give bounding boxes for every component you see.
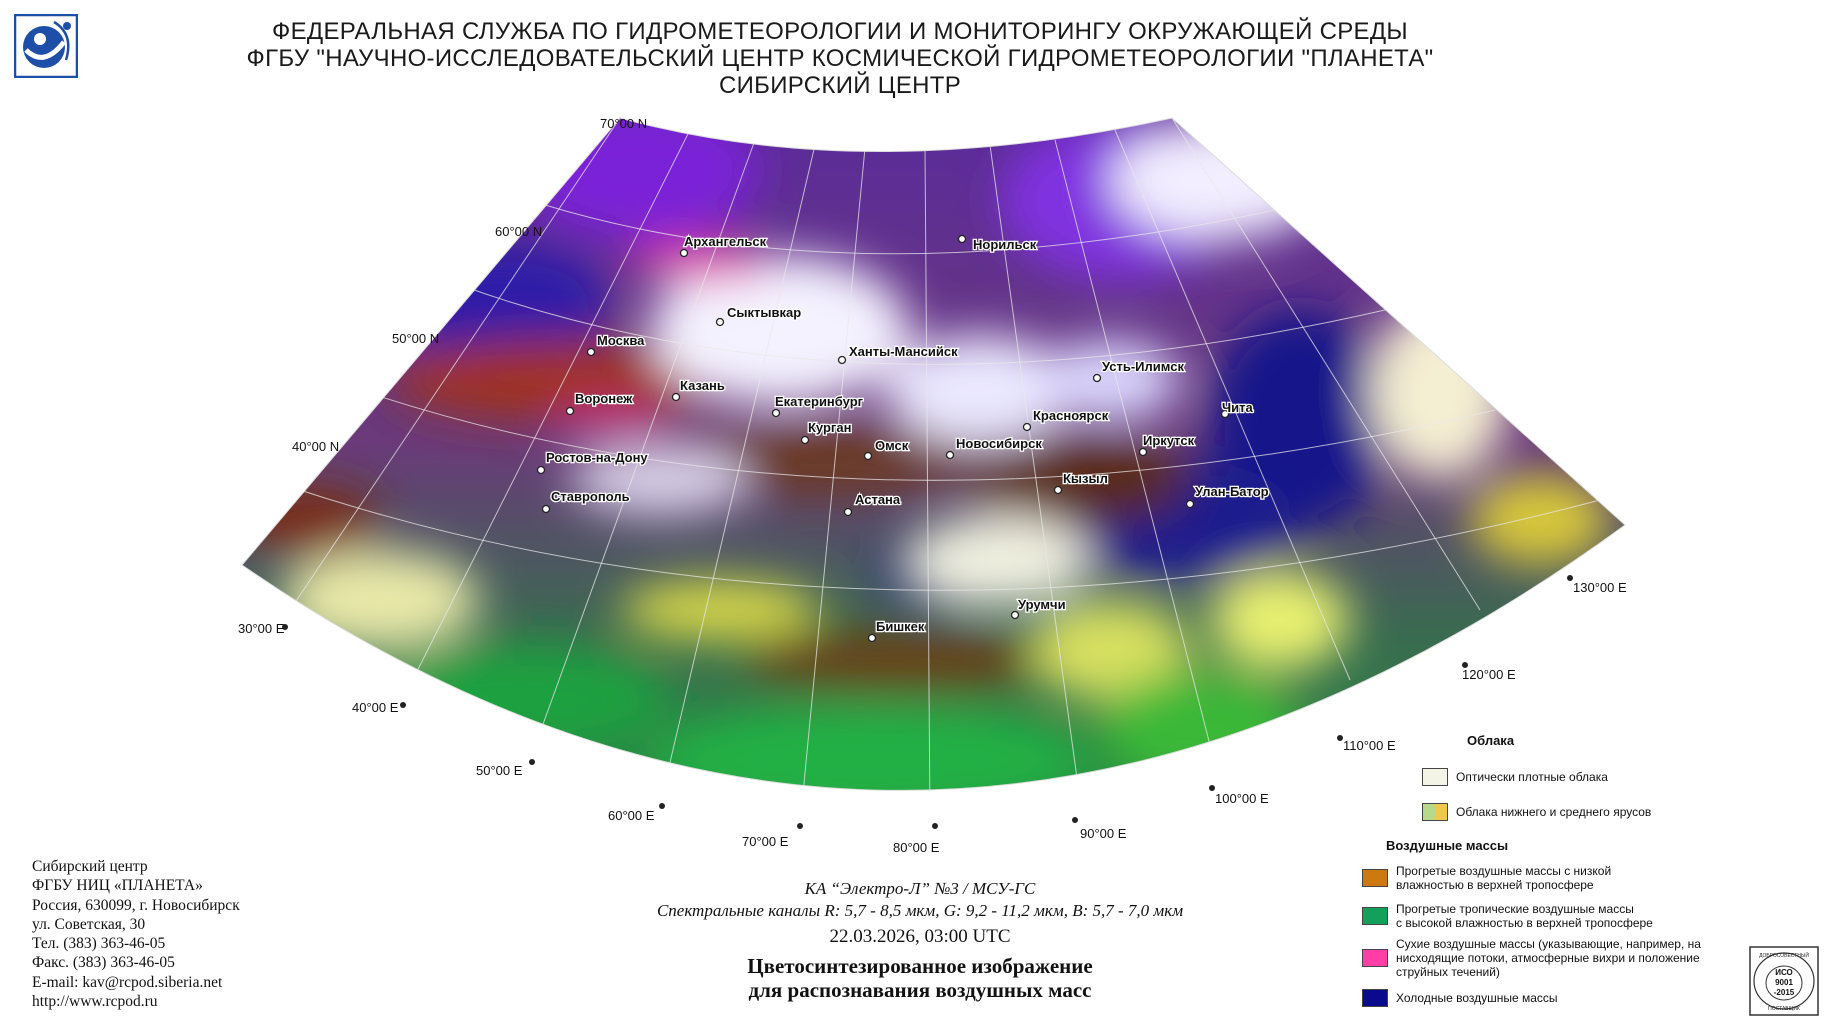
city-voronezh: Воронеж	[575, 391, 633, 406]
legend-label-tropical-1: Прогретые тропичеcкие воздушные массы	[1396, 902, 1634, 916]
swatch-dense-clouds	[1422, 768, 1448, 786]
city-syktyvkar: Сыктывкар	[727, 305, 801, 320]
lon-label-50: 50°00 E	[476, 763, 523, 778]
swatch-warm-dry	[1362, 869, 1388, 887]
header-institute: ФГБУ "НАУЧНО-ИССЛЕДОВАТЕЛЬСКИЙ ЦЕНТР КОС…	[246, 45, 1434, 72]
legend-label-tropical-2: с высокой влажностью в верхней тропосфер…	[1396, 916, 1653, 930]
lat-label-40: 40°00 N	[292, 439, 339, 454]
legend-label-dense-clouds: Оптически плотные облака	[1456, 770, 1608, 784]
iso-bottom: ПОСТАВЩИК	[1768, 1006, 1800, 1012]
lon-label-90: 90°00 E	[1080, 826, 1127, 841]
lon-label-60: 60°00 E	[608, 808, 655, 823]
planeta-logo-icon	[14, 14, 78, 78]
lat-label-70: 70°00 N	[600, 116, 647, 131]
page-header: ФЕДЕРАЛЬНАЯ СЛУЖБА ПО ГИДРОМЕТЕОРОЛОГИИ …	[160, 18, 1520, 99]
contact-info: Сибирский центр ФГБУ НИЦ «ПЛАНЕТА» Росси…	[32, 857, 240, 1011]
swatch-cold	[1362, 989, 1388, 1007]
contact-center: Сибирский центр	[32, 858, 148, 875]
city-moskva: Москва	[597, 333, 645, 348]
satellite-name: КА “Электро-Л” №3 / МСУ-ГС	[804, 879, 1036, 898]
contact-city: Россия, 630099, г. Новосибирск	[32, 896, 240, 914]
city-stavropol: Ставрополь	[551, 489, 630, 504]
legend-label-dry-3: струйных течений)	[1396, 965, 1500, 979]
lon-label-40: 40°00 E	[352, 700, 399, 715]
lat-label-60: 60°00 N	[495, 224, 542, 239]
legend-label-warm-dry-1: Прогретые воздушные массы с низкой	[1396, 864, 1612, 878]
swatch-tropical	[1362, 907, 1388, 925]
city-ekaterinburg: Екатеринбург	[775, 394, 864, 409]
city-ulan-bator: Улан-Батор	[1195, 484, 1269, 499]
iso-9001-badge-icon: ДОБРОСОВЕСТНЫЙ ИСО 9001 -2015 ПОСТАВЩИК	[1749, 946, 1819, 1016]
lon-label-30: 30°00 E	[238, 621, 285, 636]
iso-line3: -2015	[1774, 988, 1795, 997]
lon-label-120: 120°00 E	[1462, 667, 1516, 682]
contact-email[interactable]: E-mail: kav@rcpod.siberia.net	[32, 973, 223, 991]
city-kazan: Казань	[680, 378, 725, 393]
legend-label-low-mid-clouds: Облака нижнего и среднего ярусов	[1456, 805, 1652, 819]
legend-label-dry-1: Сухие воздушные массы (указывающие, напр…	[1396, 937, 1701, 951]
map-frame	[241, 117, 1626, 791]
city-astana: Астана	[855, 492, 901, 507]
contact-website[interactable]: http://www.rcpod.ru	[32, 993, 158, 1011]
city-chita: Чита	[1222, 400, 1253, 415]
city-khanty-mansiysk: Ханты-Мансийск	[849, 344, 958, 359]
contact-org: ФГБУ НИЦ «ПЛАНЕТА»	[32, 877, 203, 895]
city-urumchi: Урумчи	[1018, 597, 1066, 612]
legend-airmasses-heading: Воздушные массы	[1386, 838, 1509, 853]
image-title-line2: для распознавания воздушных масс	[748, 978, 1092, 1002]
city-omsk: Омск	[875, 438, 909, 453]
city-bishkek: Бишкек	[876, 619, 925, 634]
legend-label-warm-dry-2: влажностью в верхней тропосфере	[1396, 878, 1594, 892]
contact-fax: Факс. (383) 363-46-05	[32, 954, 175, 972]
lon-markers	[282, 575, 1573, 829]
lon-label-80: 80°00 E	[893, 840, 940, 855]
lat-label-50: 50°00 N	[392, 331, 439, 346]
iso-line2: 9001	[1775, 978, 1793, 987]
city-ust-ilimsk: Усть-Илимск	[1102, 359, 1184, 374]
iso-arc-text: ДОБРОСОВЕСТНЫЙ	[1759, 951, 1809, 959]
legend-item-low-mid-clouds: Облака нижнего и среднего ярусов	[1422, 803, 1651, 821]
swatch-dry	[1362, 949, 1388, 967]
iso-line1: ИСО	[1775, 968, 1793, 977]
city-norilsk: Норильск	[973, 237, 1037, 252]
city-kurgan: Курган	[808, 420, 851, 435]
city-kyzyl: Кызыл	[1063, 471, 1108, 486]
legend-item-cold: Холодные воздушные массы	[1362, 989, 1558, 1007]
spectral-channels: Спектральные каналы R: 5,7 - 8,5 мкм, G:…	[656, 901, 1184, 920]
city-irkutsk: Иркутск	[1143, 433, 1195, 448]
image-caption: КА “Электро-Л” №3 / МСУ-ГС Спектральные …	[560, 878, 1280, 1002]
image-datetime: 22.03.2026, 03:00 UTC	[829, 926, 1011, 947]
city-arkhangelsk: Архангельск	[684, 234, 767, 249]
legend-item-tropical: Прогретые тропичеcкие воздушные массы с …	[1362, 902, 1653, 930]
contact-phone: Тел. (383) 363-46-05	[32, 935, 166, 953]
lon-label-100: 100°00 E	[1215, 791, 1269, 806]
legend-label-cold: Холодные воздушные массы	[1396, 991, 1558, 1005]
legend-label-dry-2: нисходящие потоки, атмосферные вихри и п…	[1396, 951, 1700, 965]
city-markers	[536, 234, 1230, 643]
city-rostov-na-donu: Ростов-на-Дону	[546, 450, 648, 465]
header-agency: ФЕДЕРАЛЬНАЯ СЛУЖБА ПО ГИДРОМЕТЕОРОЛОГИИ …	[272, 18, 1408, 45]
lon-label-110: 110°00 E	[1343, 738, 1396, 753]
graticule	[269, 118, 1601, 791]
legend-item-dense-clouds: Оптически плотные облака	[1422, 768, 1608, 786]
header-center: СИБИРСКИЙ ЦЕНТР	[718, 72, 962, 99]
lon-label-130: 130°00 E	[1573, 580, 1627, 595]
image-title-line1: Цветосинтезированное изображение	[747, 954, 1093, 978]
legend-item-dry: Сухие воздушные массы (указывающие, напр…	[1362, 937, 1701, 979]
city-novosibirsk: Новосибирск	[956, 436, 1042, 451]
swatch-low-mid-clouds	[1422, 803, 1448, 821]
city-krasnoyarsk: Красноярск	[1033, 408, 1109, 423]
lon-label-70: 70°00 E	[742, 834, 789, 849]
contact-street: ул. Советская, 30	[32, 915, 146, 933]
legend-clouds-heading: Облака	[1467, 733, 1515, 748]
legend-item-warm-dry: Прогретые воздушные массы с низкой влажн…	[1362, 864, 1611, 892]
